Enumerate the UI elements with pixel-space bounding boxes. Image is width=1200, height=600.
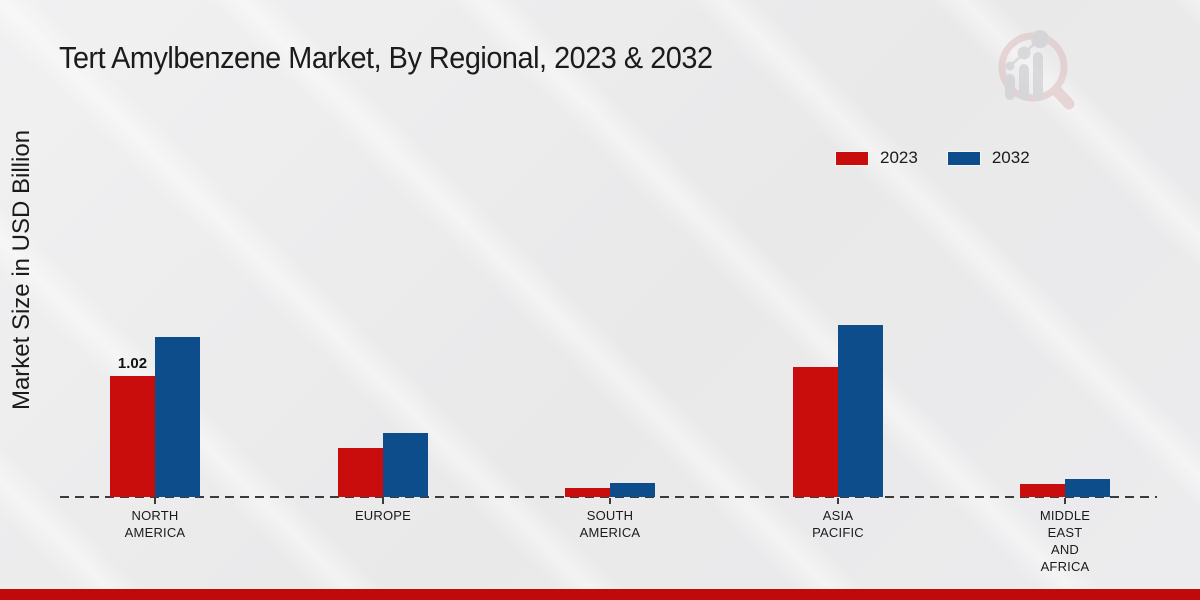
magnifier-barchart-icon: [998, 30, 1075, 110]
x-axis-label-middle-east-and-africa: MIDDLE EAST AND AFRICA: [1039, 508, 1091, 574]
bar-2023-north-america: [110, 376, 155, 497]
legend-item-2023: 2023: [836, 148, 918, 168]
x-axis-tick: [154, 498, 156, 504]
x-axis-label-asia-pacific: ASIA PACIFIC: [812, 508, 864, 540]
bar-value-label: 1.02: [117, 355, 148, 372]
x-axis-label-europe: EUROPE: [354, 508, 412, 523]
bar-2023-europe: [338, 448, 383, 497]
bar-2023-asia-pacific: [793, 367, 838, 497]
x-axis-tick: [837, 498, 839, 504]
legend-swatch-2023: [836, 151, 868, 165]
chart-title: Tert Amylbenzene Market, By Regional, 20…: [59, 40, 713, 75]
x-axis-tick: [382, 498, 384, 504]
legend: 2023 2032: [836, 148, 1030, 168]
x-axis-tick: [609, 498, 611, 504]
legend-label: 2032: [991, 148, 1030, 167]
bar-2032-south-america: [610, 483, 655, 497]
bar-2023-middle-east-and-africa: [1020, 484, 1065, 497]
legend-swatch-2032: [947, 151, 980, 165]
x-axis-label-north-america: NORTH AMERICA: [124, 508, 186, 540]
bar-2032-north-america: [155, 337, 200, 497]
bar-2032-asia-pacific: [838, 325, 883, 497]
bar-2032-middle-east-and-africa: [1065, 479, 1110, 497]
x-axis-tick: [1064, 498, 1066, 504]
y-axis-label: Market Size in USD Billion: [8, 129, 35, 411]
legend-label: 2023: [880, 148, 918, 167]
legend-item-2032: 2032: [947, 148, 1030, 168]
mrfr-logo-watermark: [988, 20, 1082, 114]
bar-2032-europe: [383, 433, 428, 497]
bar-2023-south-america: [565, 488, 610, 497]
x-axis-baseline: [60, 496, 1157, 498]
footer-accent-bar: [0, 589, 1200, 600]
x-axis-label-south-america: SOUTH AMERICA: [579, 508, 641, 540]
